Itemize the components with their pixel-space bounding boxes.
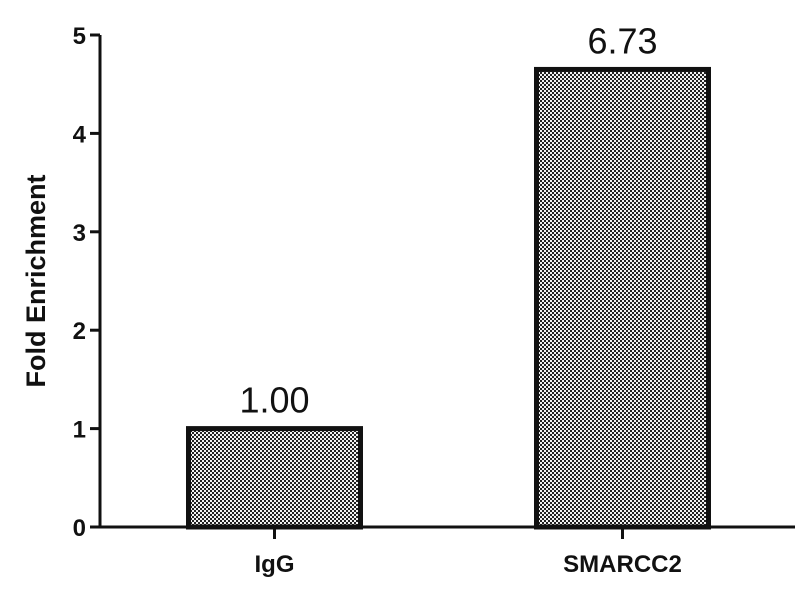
bar-igg: [186, 426, 363, 530]
y-tick-label: 4: [73, 121, 87, 148]
y-tick-label: 2: [73, 318, 86, 345]
y-tick-label: 5: [73, 23, 86, 50]
x-tick-label: IgG: [255, 551, 295, 578]
data-label: 1.00: [239, 380, 309, 421]
x-tick-label: SMARCC2: [563, 551, 682, 578]
y-axis-label: Fold Enrichment: [21, 174, 51, 387]
y-tick-label: 3: [73, 220, 86, 247]
bar-smarcc2: [534, 66, 711, 530]
y-tick-label: 0: [73, 515, 86, 542]
data-label: 6.73: [587, 20, 657, 61]
y-tick-label: 1: [73, 417, 86, 444]
